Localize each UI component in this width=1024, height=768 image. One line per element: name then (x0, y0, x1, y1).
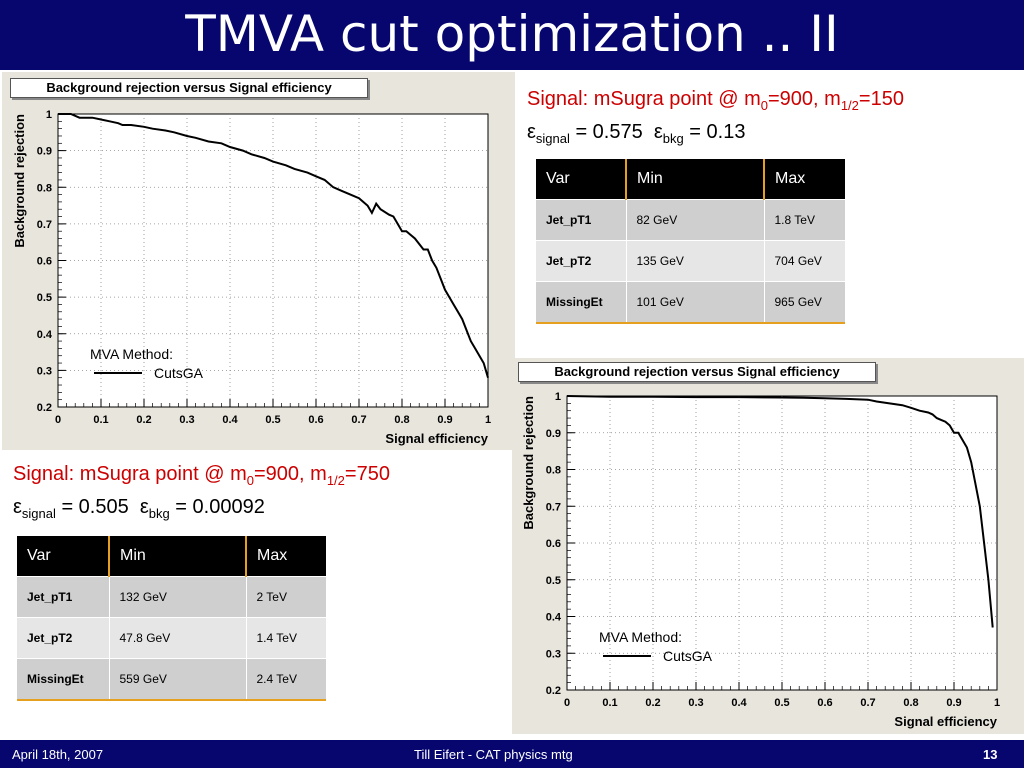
y-tick-label: 1 (46, 109, 52, 121)
x-tick-label: 0 (55, 414, 61, 426)
x-tick-label: 1 (485, 414, 491, 426)
y-tick-label: 0.9 (546, 428, 561, 440)
y-axis-label: Background rejection (521, 396, 536, 530)
table-row: MissingEt 101 GeV 965 GeV (536, 281, 845, 323)
x-tick-label: 0.1 (602, 697, 617, 709)
footer: April 18th, 2007 Till Eifert - CAT physi… (0, 740, 1024, 768)
x-tick-label: 0.7 (860, 697, 875, 709)
header-max: Max (763, 159, 845, 200)
x-tick-label: 0.7 (351, 414, 366, 426)
x-tick-label: 0.5 (774, 697, 789, 709)
x-axis-label: Signal efficiency (385, 431, 488, 446)
y-tick-label: 0.5 (37, 292, 52, 304)
header-var: Var (536, 159, 626, 200)
signal-2-efficiencies: εsignal = 0.505 εbkg = 0.00092 (13, 496, 265, 521)
header-var: Var (17, 536, 109, 577)
table-row: Jet_pT2 135 GeV 704 GeV (536, 240, 845, 282)
signal-1-efficiencies: εsignal = 0.575 εbkg = 0.13 (527, 121, 746, 146)
y-tick-label: 0.6 (37, 256, 52, 268)
x-tick-label: 0.4 (731, 697, 747, 709)
y-tick-label: 0.4 (37, 329, 53, 341)
footer-center: Till Eifert - CAT physics mtg (414, 747, 573, 762)
legend-entry: CutsGA (154, 365, 204, 381)
x-tick-label: 1 (994, 697, 1000, 709)
y-tick-label: 0.9 (37, 146, 52, 158)
x-tick-label: 0.3 (688, 697, 703, 709)
y-tick-label: 0.3 (546, 648, 561, 660)
legend-entry: CutsGA (663, 648, 713, 664)
x-tick-label: 0.2 (645, 697, 660, 709)
x-tick-label: 0.9 (437, 414, 452, 426)
x-tick-label: 0.9 (946, 697, 961, 709)
table-header-row: Var Min Max (17, 536, 326, 577)
x-tick-label: 0.1 (93, 414, 108, 426)
roc-curve-line (58, 113, 489, 378)
plot-panel-1: 0 0.1 0.2 0.3 0.4 0.5 0.6 0.7 0.8 0.9 1 0.2 0.3 0.4 0.… (2, 72, 515, 450)
signal-1-text: Signal: mSugra point @ m0=900, m1/2=150 … (527, 86, 904, 152)
legend-header: MVA Method: (90, 346, 173, 362)
table-row: Jet_pT1 132 GeV 2 TeV (17, 576, 326, 618)
x-tick-label: 0.2 (136, 414, 151, 426)
y-tick-label: 0.2 (546, 685, 561, 697)
y-tick-label: 1 (555, 391, 561, 403)
x-tick-label: 0.4 (222, 414, 238, 426)
y-tick-label: 0.8 (37, 182, 52, 194)
footer-date: April 18th, 2007 (12, 747, 104, 762)
x-tick-label: 0.8 (903, 697, 918, 709)
header-min: Min (625, 159, 764, 200)
title-bar: TMVA cut optimization .. II (0, 0, 1024, 70)
table-header-row: Var Min Max (536, 159, 845, 200)
signal-2-text: Signal: mSugra point @ m0=900, m1/2=750 … (13, 461, 390, 527)
x-tick-label: 0.6 (308, 414, 323, 426)
y-tick-label: 0.7 (37, 219, 52, 231)
y-tick-label: 0.3 (37, 365, 52, 377)
y-tick-label: 0.6 (546, 538, 561, 550)
y-tick-label: 0.7 (546, 501, 561, 513)
x-axis-label: Signal efficiency (894, 714, 997, 729)
plot-panel-2: 0 0.1 0.2 0.3 0.4 0.5 0.6 0.7 0.8 0.9 1 0.2 0.3 0.4 0.… (512, 358, 1024, 734)
y-tick-label: 0.5 (546, 575, 561, 587)
y-tick-label: 0.2 (37, 402, 52, 414)
header-min: Min (108, 536, 246, 577)
chart-1-title: Background rejection versus Signal effic… (10, 78, 368, 98)
cuts-table-2: Var Min Max Jet_pT1 132 GeV 2 TeV Jet_pT2 4… (17, 536, 326, 701)
x-tick-label: 0.3 (179, 414, 194, 426)
x-tick-label: 0.6 (817, 697, 832, 709)
y-tick-label: 0.4 (546, 612, 562, 624)
chart-2-title: Background rejection versus Signal effic… (518, 362, 876, 382)
page-number: 13 (983, 747, 998, 762)
slide-title: TMVA cut optimization .. II (185, 5, 839, 63)
y-axis-label: Background rejection (12, 114, 27, 248)
roc-curve-line (566, 395, 994, 628)
signal-2-point: Signal: mSugra point @ m0=900, m1/2=750 (13, 463, 390, 488)
signal-1-point: Signal: mSugra point @ m0=900, m1/2=150 (527, 88, 904, 113)
table-row: Jet_pT2 47.8 GeV 1.4 TeV (17, 617, 326, 659)
y-tick-label: 0.8 (546, 465, 561, 477)
table-row: MissingEt 559 GeV 2.4 TeV (17, 658, 326, 700)
x-tick-label: 0 (564, 697, 570, 709)
x-tick-label: 0.8 (394, 414, 409, 426)
header-max: Max (245, 536, 326, 577)
x-tick-label: 0.5 (265, 414, 280, 426)
roc-chart-2: 0 0.1 0.2 0.3 0.4 0.5 0.6 0.7 0.8 0.9 1 0.2 0.3 0.4 0.… (521, 391, 1000, 729)
roc-chart-1: 0 0.1 0.2 0.3 0.4 0.5 0.6 0.7 0.8 0.9 1 0.2 0.3 0.4 0.… (12, 109, 491, 446)
legend-header: MVA Method: (599, 629, 682, 645)
cuts-table-1: Var Min Max Jet_pT1 82 GeV 1.8 TeV Jet_pT2… (536, 159, 845, 324)
table-row: Jet_pT1 82 GeV 1.8 TeV (536, 199, 845, 241)
